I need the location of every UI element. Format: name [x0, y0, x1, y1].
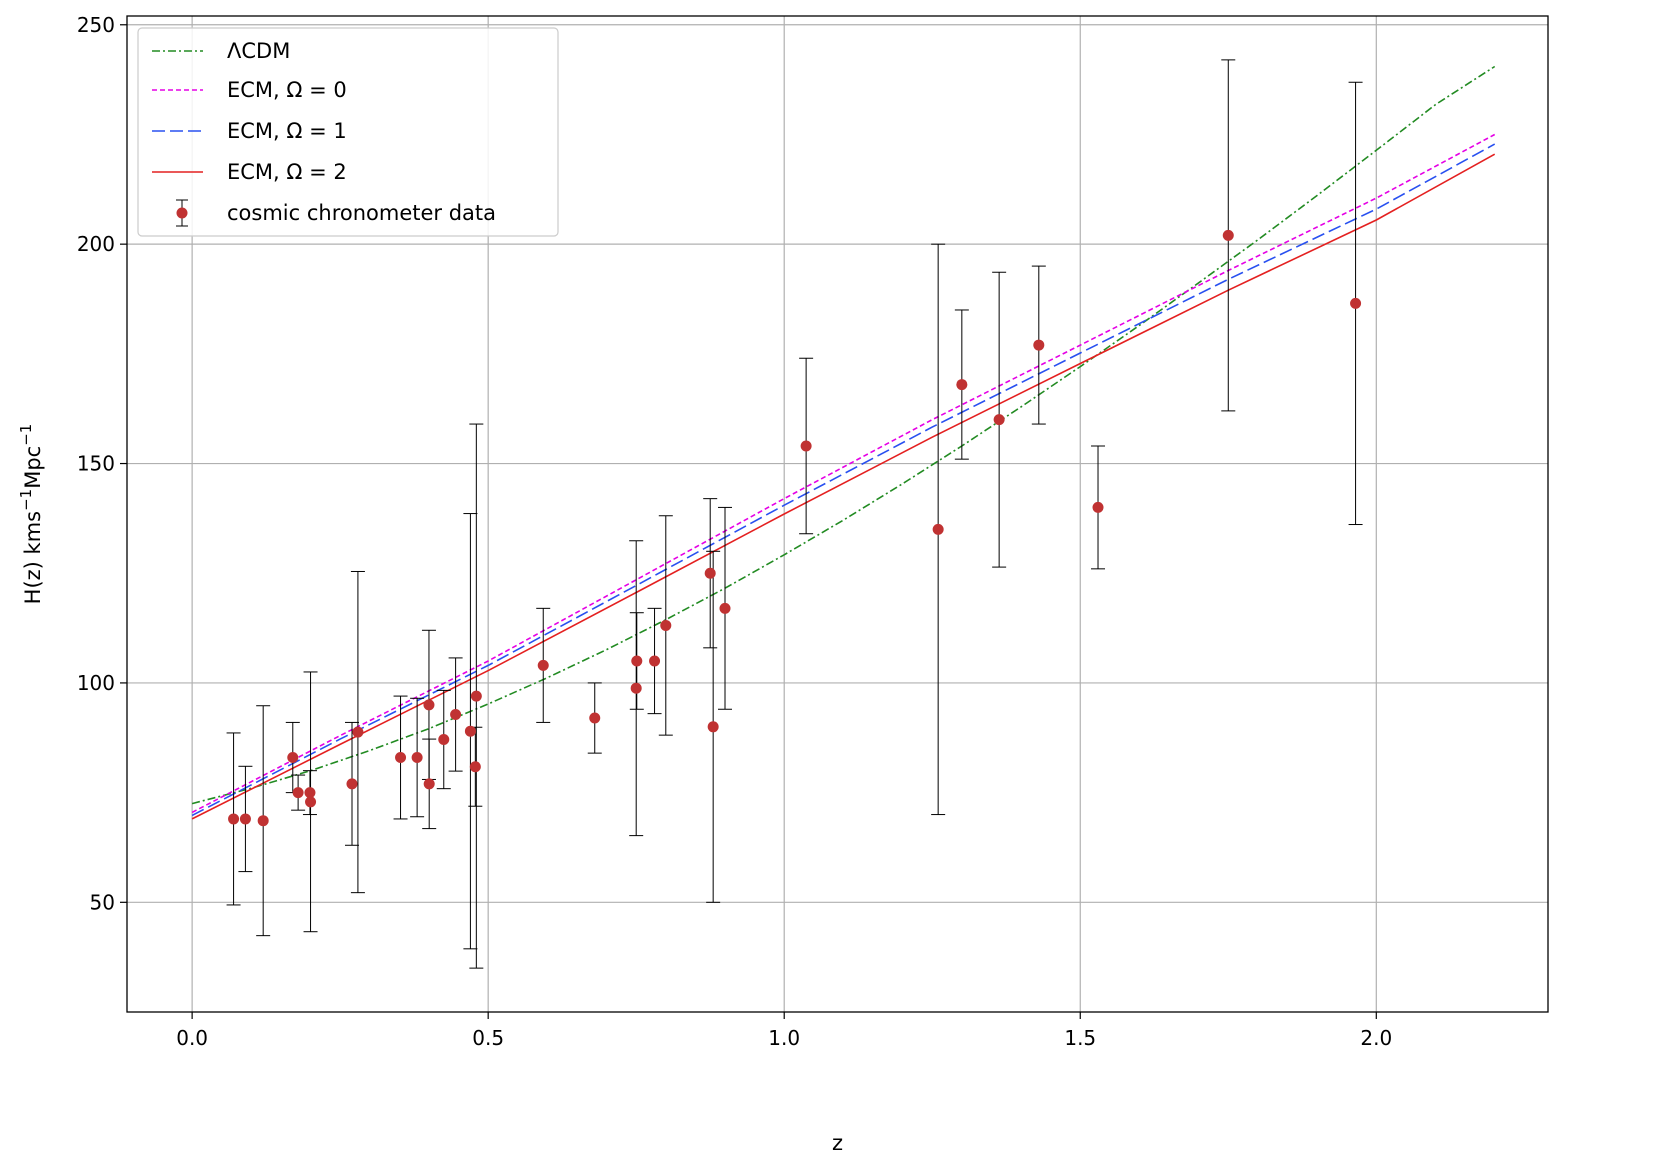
data-point — [423, 699, 435, 711]
data-points — [228, 229, 1362, 827]
legend-label-scatter: cosmic chronometer data — [227, 201, 496, 225]
legend: ΛCDM ECM, Ω = 0 ECM, Ω = 1 ECM, Ω = 2 cosmic… — [137, 27, 559, 237]
data-point — [470, 690, 482, 702]
data-point — [346, 778, 358, 790]
data-point — [257, 815, 269, 827]
data-point — [537, 659, 549, 671]
x-tick-label: 0.0 — [176, 1026, 208, 1050]
data-point — [395, 752, 407, 764]
series-line-2 — [191, 143, 1496, 817]
data-point — [304, 787, 316, 799]
data-point — [423, 778, 435, 790]
x-tick-label: 1.5 — [1064, 1026, 1096, 1050]
data-point — [1222, 229, 1234, 241]
x-axis-title: z — [832, 1131, 843, 1155]
data-point — [287, 752, 299, 764]
plot-frame — [126, 15, 1549, 1013]
data-point — [411, 752, 423, 764]
data-point — [660, 619, 672, 631]
y-tick-label: 250 — [77, 13, 115, 37]
legend-label-1: ECM, Ω = 0 — [227, 78, 347, 102]
x-tick-label: 1.0 — [768, 1026, 800, 1050]
data-point — [719, 602, 731, 614]
data-point — [956, 379, 968, 391]
data-point — [1033, 339, 1045, 351]
legend-label-2: ECM, Ω = 1 — [227, 119, 347, 143]
legend-swatch-point — [176, 207, 188, 219]
data-point — [707, 721, 719, 733]
data-point — [469, 761, 481, 773]
data-point — [630, 682, 642, 694]
legend-box — [137, 27, 559, 237]
y-tick-label: 100 — [77, 671, 115, 695]
data-point — [352, 726, 364, 738]
y-tick-label: 150 — [77, 452, 115, 476]
y-axis-title: H(z) kms−1Mpc−1 — [17, 424, 45, 605]
data-point — [464, 725, 476, 737]
data-point — [438, 734, 450, 746]
data-point — [239, 813, 251, 825]
y-tick-label: 200 — [77, 232, 115, 256]
data-point — [450, 709, 462, 721]
legend-label-0: ΛCDM — [227, 39, 290, 63]
x-tick-label: 2.0 — [1360, 1026, 1392, 1050]
data-point — [932, 523, 944, 535]
data-point — [993, 414, 1005, 426]
series-line-3 — [191, 153, 1496, 820]
series-line-0 — [191, 65, 1496, 805]
data-point — [228, 813, 240, 825]
data-point — [704, 567, 716, 579]
data-point — [292, 787, 304, 799]
data-point — [631, 655, 643, 667]
legend-label-3: ECM, Ω = 2 — [227, 160, 347, 184]
data-point — [800, 440, 812, 452]
data-point — [649, 655, 661, 667]
x-tick-label: 0.5 — [472, 1026, 504, 1050]
data-point — [1092, 501, 1104, 513]
y-tick-label: 50 — [90, 890, 115, 914]
y-ticks: 50 100 150 200 250 — [77, 13, 127, 914]
data-point — [305, 796, 317, 808]
data-point — [1350, 297, 1362, 309]
x-ticks: 0.0 0.5 1.0 1.5 2.0 — [176, 1012, 1392, 1050]
data-point — [589, 712, 601, 724]
